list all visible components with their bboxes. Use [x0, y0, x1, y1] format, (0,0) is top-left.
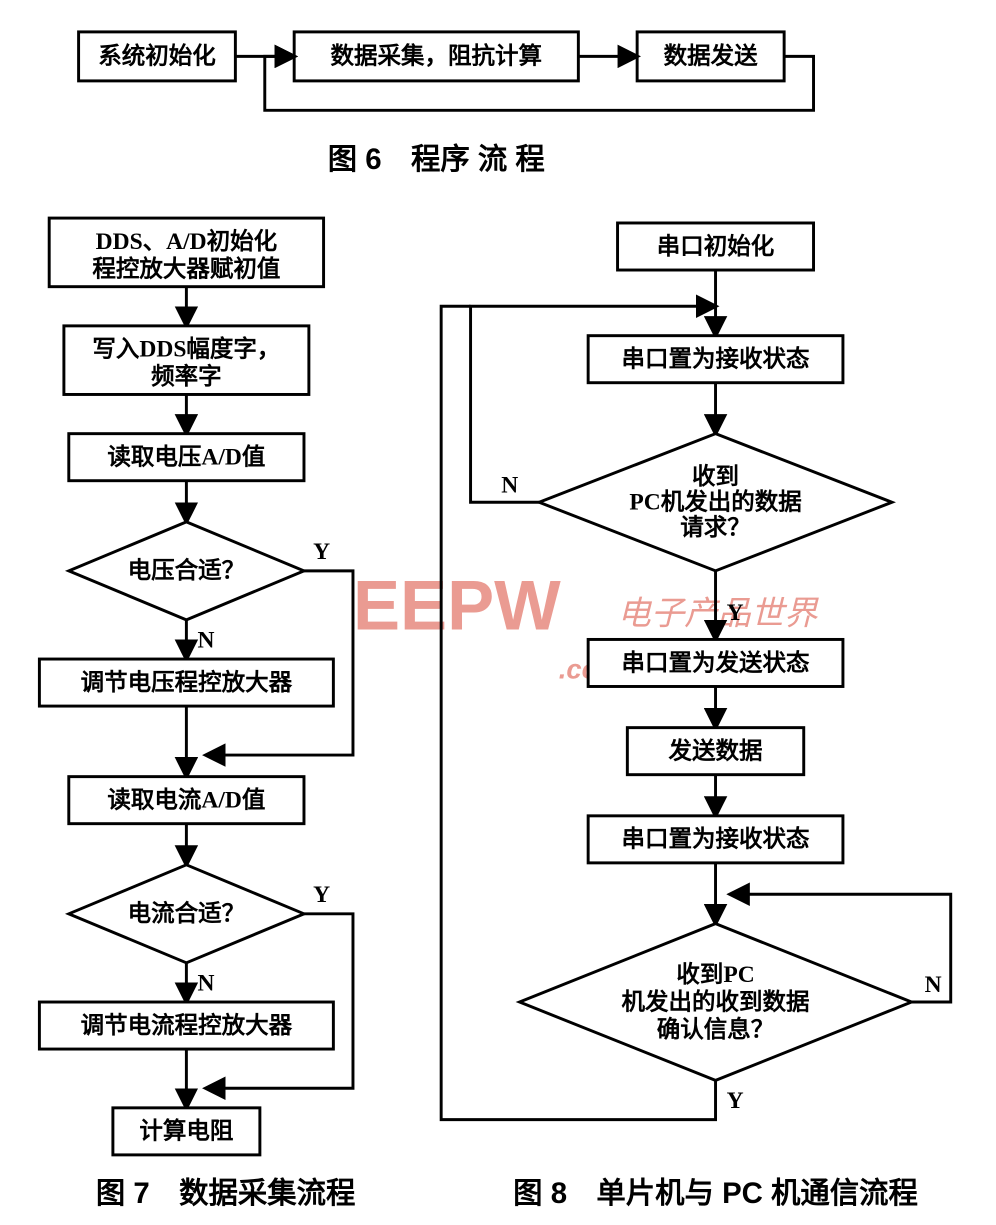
fig7-node-a2-l2: 频率字 — [151, 362, 222, 390]
fig7-edge-a4-Y-label: Y — [313, 539, 330, 565]
fig7: DDS、A/D初始化 程控放大器赋初值 写入DDS幅度字， 频率字 读取电压A/… — [39, 218, 355, 1210]
fig8-node-b4-label: 串口置为发送状态 — [622, 648, 810, 676]
fig7-node-a5-label: 调节电压程控放大器 — [81, 668, 293, 696]
fig8-node-b7-l1: 收到PC — [676, 961, 754, 988]
fig8-edge-b7-Y-label: Y — [727, 1088, 744, 1114]
fig7-node-a1-l2: 程控放大器赋初值 — [92, 254, 280, 282]
fig8-node-b1-label: 串口初始化 — [657, 232, 775, 260]
fig8-caption: 图 8 单片机与 PC 机通信流程 — [513, 1177, 918, 1210]
fig7-node-a9-label: 计算电阻 — [139, 1117, 233, 1145]
fig7-node-a8-label: 调节电流程控放大器 — [81, 1011, 293, 1039]
fig6-node-n1-label: 系统初始化 — [98, 42, 216, 70]
fig8-node-b3-l3: 请求？ — [680, 514, 751, 541]
fig8-node-b3-l2: PC机发出的数据 — [629, 488, 801, 516]
fig7-edge-a7-N-label: N — [197, 970, 214, 996]
fig6: 系统初始化 数据采集，阻抗计算 数据发送 图 6 程序 流 程 — [79, 32, 814, 176]
fig8-node-b6-label: 串口置为接收状态 — [622, 825, 810, 853]
watermark-cn: 电子产品世界 — [618, 596, 819, 633]
fig7-node-a1-l1: DDS、A/D初始化 — [96, 227, 278, 255]
fig7-edge-a7-Y-label: Y — [313, 882, 330, 908]
fig7-node-a6-label: 读取电流A/D值 — [107, 786, 265, 814]
fig8-node-b3-l1: 收到 — [692, 463, 739, 490]
fig8: 串口初始化 串口置为接收状态 收到 PC机发出的数据 请求？ N Y 串口置为发… — [441, 223, 951, 1210]
watermark-eepw: EEPW — [353, 566, 561, 645]
fig6-node-n3-label: 数据发送 — [664, 42, 758, 70]
fig7-node-a4-label: 电压合适？ — [128, 556, 246, 584]
fig8-edge-b3-N-label: N — [501, 472, 518, 498]
fig7-node-a2-l1: 写入DDS幅度字， — [92, 335, 280, 363]
fig7-edge-a4-N-label: N — [197, 627, 214, 653]
fig8-edge-b7-N-label: N — [925, 972, 942, 998]
fig8-node-b5-label: 发送数据 — [668, 737, 763, 765]
fig8-node-b7-l2: 机发出的收到数据 — [622, 987, 810, 1015]
fig7-caption: 图 7 数据采集流程 — [96, 1177, 356, 1210]
flowchart-canvas: 系统初始化 数据采集，阻抗计算 数据发送 图 6 程序 流 程 EEPW 电子产… — [10, 10, 986, 1215]
fig7-node-a3-label: 读取电压A/D值 — [107, 443, 265, 471]
fig7-node-a7-label: 电流合适？ — [128, 899, 246, 927]
fig8-node-b7-l3: 确认信息？ — [657, 1015, 775, 1043]
fig8-edge-b3-Y-label: Y — [727, 600, 744, 626]
fig8-node-b2-label: 串口置为接收状态 — [622, 345, 810, 373]
fig6-node-n2-label: 数据采集，阻抗计算 — [331, 42, 543, 70]
fig6-caption: 图 6 程序 流 程 — [328, 142, 545, 176]
